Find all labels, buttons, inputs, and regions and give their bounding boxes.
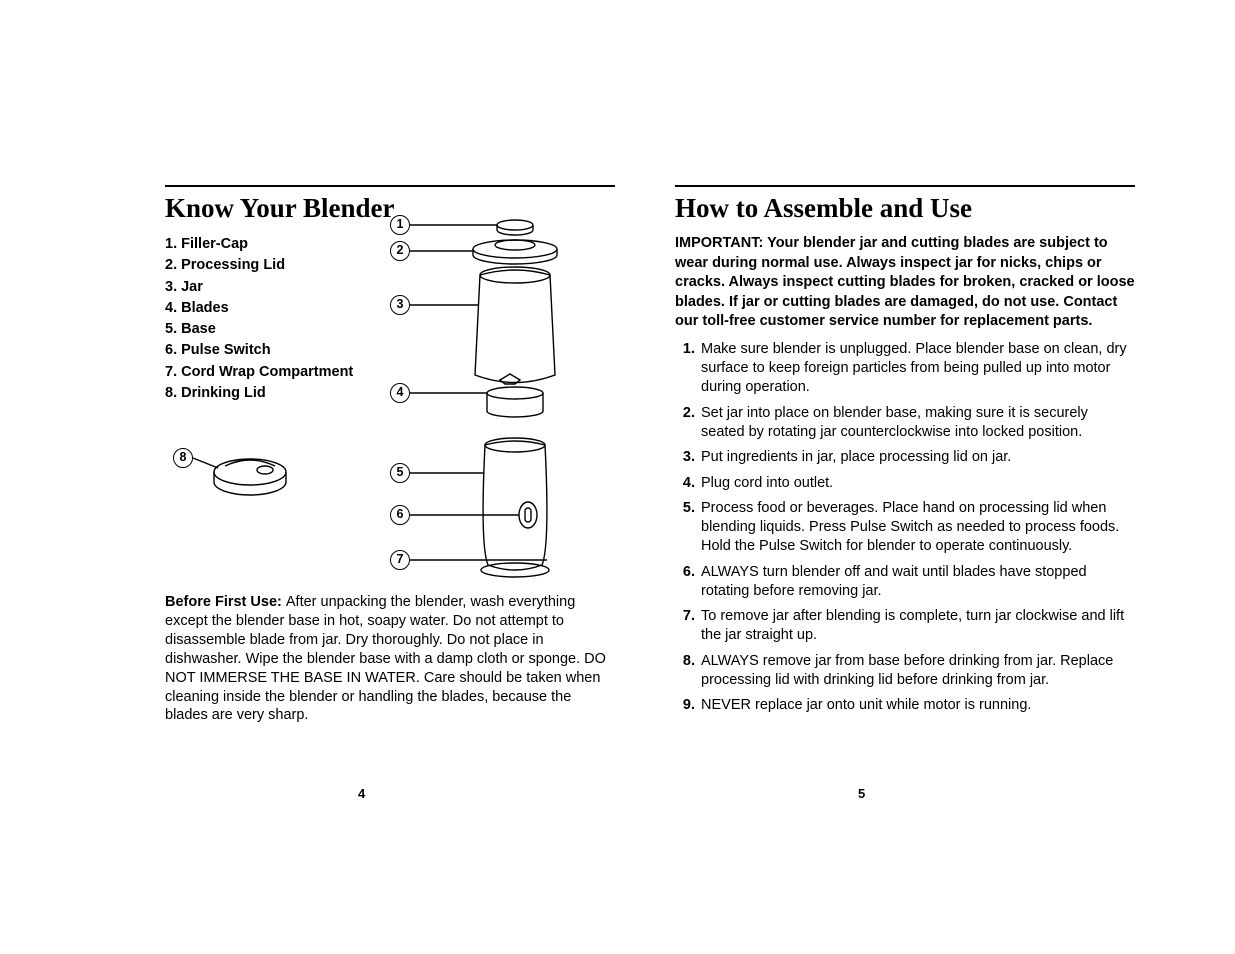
step-4: Plug cord into outlet.	[699, 474, 1135, 493]
step-5: Process food or beverages. Place hand on…	[699, 499, 1135, 557]
heading-rule	[165, 185, 615, 187]
step-7: To remove jar after blending is complete…	[699, 607, 1135, 646]
step-8: ALWAYS remove jar from base before drink…	[699, 652, 1135, 691]
callout-6: 6	[390, 505, 410, 525]
heading-rule	[675, 185, 1135, 187]
before-first-use-text: After unpacking the blender, wash everyt…	[165, 594, 606, 723]
left-page: Know Your Blender 1. Filler-Cap 2. Proce…	[165, 185, 615, 725]
step-2: Set jar into place on blender base, maki…	[699, 404, 1135, 443]
heading-assemble-use: How to Assemble and Use	[675, 193, 1135, 224]
drinking-lid-diagram: 8	[165, 440, 295, 510]
step-1: Make sure blender is unplugged. Place bl…	[699, 340, 1135, 398]
important-notice: IMPORTANT: Your blender jar and cutting …	[675, 234, 1135, 332]
callout-5: 5	[390, 463, 410, 483]
page-number-right: 5	[858, 786, 865, 801]
blender-diagram: 1 2 3 4 5 6 7	[380, 215, 610, 595]
page-spread: Know Your Blender 1. Filler-Cap 2. Proce…	[0, 0, 1235, 785]
before-first-use: Before First Use: After unpacking the bl…	[165, 593, 615, 725]
assembly-steps: Make sure blender is unplugged. Place bl…	[675, 340, 1135, 716]
blender-svg	[380, 215, 610, 595]
step-3: Put ingredients in jar, place processing…	[699, 448, 1135, 467]
right-page: How to Assemble and Use IMPORTANT: Your …	[675, 185, 1135, 725]
callout-3: 3	[390, 295, 410, 315]
page-number-left: 4	[358, 786, 365, 801]
step-9: NEVER replace jar onto unit while motor …	[699, 696, 1135, 715]
callout-2: 2	[390, 241, 410, 261]
step-6: ALWAYS turn blender off and wait until b…	[699, 563, 1135, 602]
callout-4: 4	[390, 383, 410, 403]
callout-8: 8	[173, 448, 193, 468]
callout-7: 7	[390, 550, 410, 570]
callout-1: 1	[390, 215, 410, 235]
before-first-use-label: Before First Use:	[165, 594, 286, 610]
